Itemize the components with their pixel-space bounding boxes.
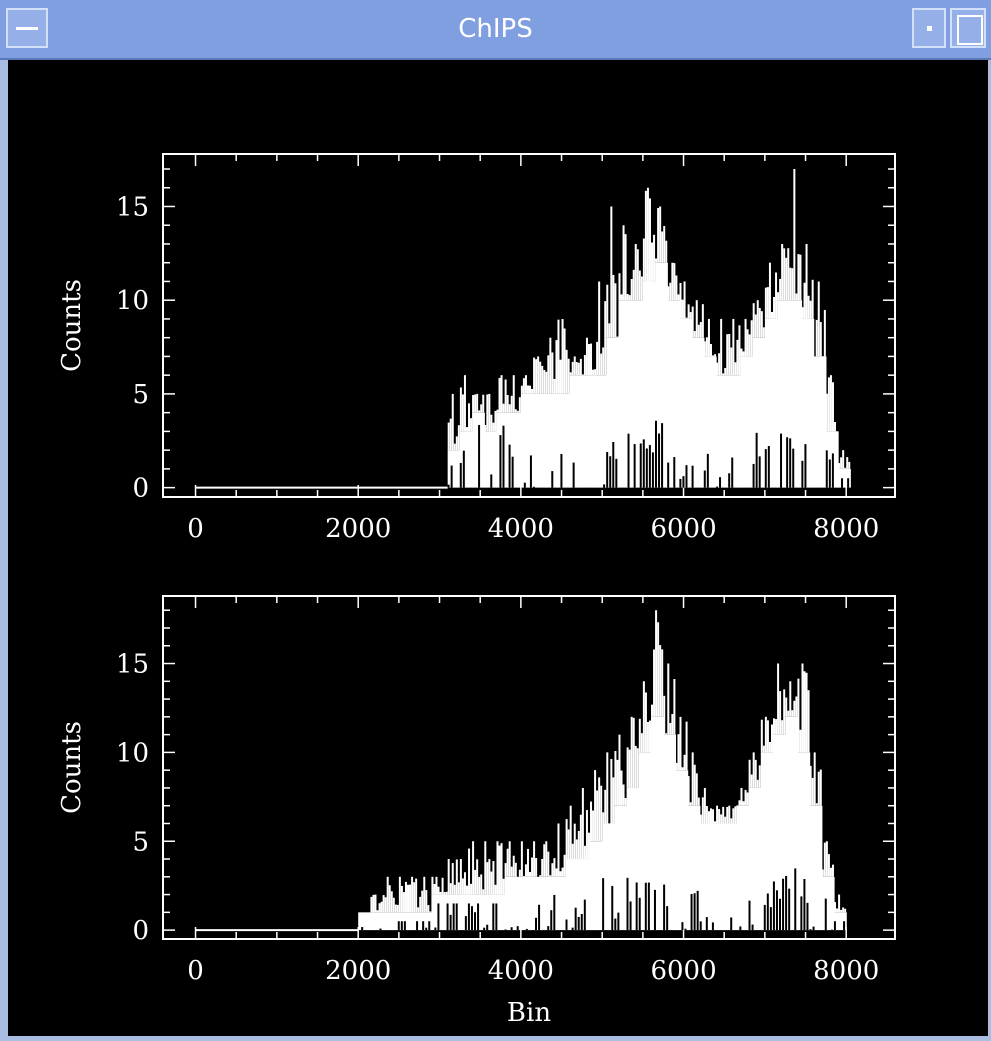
histogram-bar (801, 318, 815, 488)
histogram-bar (728, 375, 742, 488)
histogram-bar (577, 859, 591, 931)
x-tick-label: 8000 (813, 514, 879, 544)
histogram-bar (760, 752, 774, 931)
histogram-bar (703, 356, 717, 488)
histogram-bar (569, 375, 583, 488)
y-axis-label: Counts (57, 279, 87, 372)
histogram-bar (508, 412, 522, 488)
x-tick-label: 6000 (650, 956, 716, 986)
histogram-bar (504, 876, 518, 931)
x-tick-label: 0 (187, 956, 204, 986)
histogram-bar (557, 393, 571, 488)
histogram-bar (370, 912, 384, 931)
histogram-bar (545, 393, 559, 488)
histogram-bar (492, 894, 506, 931)
y-tick-label: 10 (116, 286, 149, 316)
histogram-bar (581, 375, 595, 488)
window-menu-icon (16, 27, 38, 30)
histogram-bar (809, 805, 823, 931)
x-tick-label: 8000 (813, 956, 879, 986)
histogram-bar (484, 431, 498, 488)
histogram-bar (675, 770, 689, 931)
histogram-bar (382, 912, 396, 931)
x-tick-label: 2000 (325, 956, 391, 986)
plot-frame (162, 595, 896, 940)
histogram-bar (748, 787, 762, 931)
histogram-bar (764, 318, 778, 488)
histogram-bar (606, 337, 620, 488)
histogram-bar (663, 734, 676, 931)
histogram-bar (667, 300, 681, 488)
histogram-series (358, 610, 847, 931)
chart-svg: 0 2000 4000 6000 8000 0 5 10 15 Counts 0 2000 4000 60… (57, 153, 896, 1028)
window-menu-button[interactable] (6, 8, 48, 48)
x-tick-label: 4000 (488, 514, 554, 544)
histogram-bar (642, 281, 656, 488)
minimize-button[interactable] (912, 8, 946, 48)
histogram-bar (789, 300, 803, 488)
histogram-bar (651, 716, 664, 931)
histogram-bar (740, 356, 754, 488)
histogram-bar (813, 356, 827, 488)
histogram-bar (630, 300, 644, 488)
y-tick-label: 5 (132, 827, 149, 857)
window-title: ChIPS (458, 14, 533, 44)
histogram-bar (724, 823, 737, 931)
y-tick-label: 10 (116, 738, 149, 768)
histogram-bar (533, 393, 546, 488)
x-axis-label: Bin (507, 998, 551, 1028)
histogram-bar (679, 318, 693, 488)
histogram-bar (699, 823, 713, 931)
histogram-bar (691, 337, 705, 488)
title-bar[interactable]: ChIPS (0, 0, 991, 60)
plot-canvas: 0 2000 4000 6000 8000 0 5 10 15 Counts 0 2000 4000 60… (8, 60, 988, 1036)
chart-panel-2: 0 2000 4000 6000 8000 0 5 10 15 Counts Bin (57, 595, 896, 1028)
histogram-bar (447, 450, 461, 488)
y-tick-label: 0 (132, 474, 149, 504)
histogram-bar (516, 876, 530, 931)
y-tick-label: 15 (116, 192, 149, 222)
histogram-bar (480, 894, 493, 931)
maximize-icon (957, 15, 983, 45)
y-axis-label: Counts (57, 721, 87, 814)
y-tick-label: 0 (132, 916, 149, 946)
maximize-button[interactable] (950, 8, 986, 48)
histogram-bar (797, 752, 811, 931)
histogram-series (447, 168, 851, 488)
histogram-bar (553, 876, 567, 931)
chart-panel-1: 0 2000 4000 6000 8000 0 5 10 15 Counts (57, 153, 896, 544)
x-tick-label: 4000 (488, 956, 554, 986)
x-tick-label: 0 (187, 514, 204, 544)
minimize-icon (927, 26, 932, 31)
histogram-bar (736, 805, 750, 931)
histogram-bar (358, 912, 371, 931)
histogram-bar (594, 375, 607, 488)
histogram-bar (459, 431, 473, 488)
histogram-bar (590, 841, 603, 931)
histogram-bar (821, 876, 835, 931)
y-tick-label: 5 (132, 380, 149, 410)
histogram-bar (655, 262, 668, 488)
y-tick-label: 15 (116, 650, 149, 680)
plot-frame (162, 153, 896, 498)
histogram-bar (712, 823, 725, 931)
histogram-bar (614, 805, 628, 931)
x-tick-label: 6000 (650, 514, 716, 544)
histogram-bar (716, 375, 729, 488)
x-tick-label: 2000 (325, 514, 391, 544)
